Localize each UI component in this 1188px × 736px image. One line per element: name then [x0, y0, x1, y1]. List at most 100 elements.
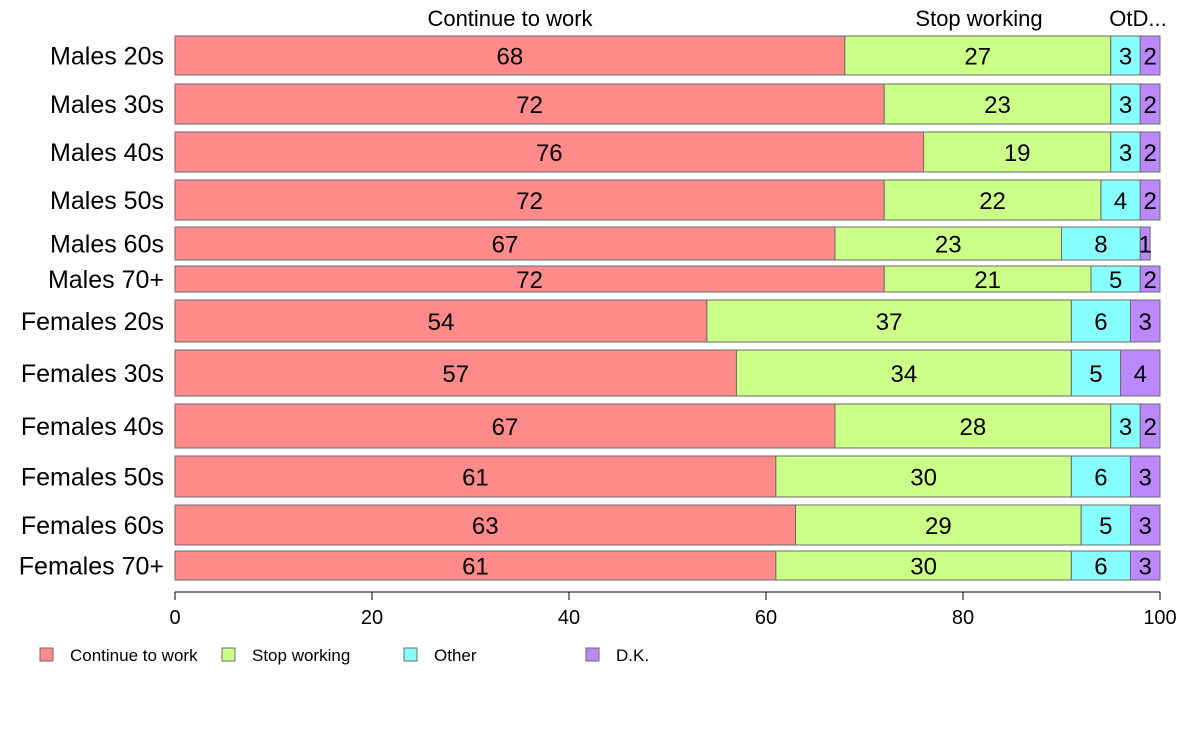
bar-continue-to-work-females-20s [174, 299, 708, 343]
bar-d-k-females-70 [1129, 550, 1161, 581]
category-label-males-30s: Males 30s [50, 91, 164, 119]
bar-d-k-males-50s [1139, 179, 1161, 221]
data-label-d-k-males-30s: 2 [1143, 92, 1156, 119]
bar-other-females-40s [1110, 403, 1141, 449]
data-label-stop-working-females-70: 30 [910, 554, 937, 581]
data-label-continue-to-work-females-20s: 54 [428, 309, 455, 336]
bar-other-females-30s [1070, 349, 1122, 397]
data-label-other-males-30s: 3 [1119, 92, 1132, 119]
column-header-stop: Stop working [915, 6, 1042, 31]
data-label-continue-to-work-males-70: 72 [516, 267, 543, 294]
x-tick-label-0: 0 [169, 607, 180, 629]
data-label-d-k-females-30s: 4 [1134, 361, 1147, 388]
data-label-stop-working-females-20s: 37 [876, 309, 903, 336]
data-label-d-k-males-40s: 2 [1143, 140, 1156, 167]
x-tick-label-20: 20 [361, 607, 383, 629]
bar-continue-to-work-males-40s [174, 131, 925, 173]
data-label-other-females-40s: 3 [1119, 414, 1132, 441]
data-label-stop-working-males-70: 21 [974, 267, 1001, 294]
legend-swatch-continue-to-work [39, 647, 54, 662]
legend-swatch-other [403, 647, 418, 662]
data-label-other-males-20s: 3 [1119, 44, 1132, 71]
bar-other-males-60s [1061, 226, 1141, 261]
bar-other-females-50s [1070, 455, 1131, 498]
bar-other-females-20s [1070, 299, 1131, 343]
bar-continue-to-work-males-70 [174, 265, 885, 293]
legend-label-stop-working: Stop working [252, 646, 350, 665]
data-label-other-males-60s: 8 [1094, 232, 1107, 259]
bar-d-k-males-30s [1139, 83, 1161, 125]
category-label-males-70: Males 70+ [48, 266, 164, 294]
bar-other-males-40s [1110, 131, 1141, 173]
data-label-continue-to-work-males-60s: 67 [492, 232, 519, 259]
category-label-females-20s: Females 20s [21, 308, 164, 336]
bar-d-k-females-30s [1120, 349, 1161, 397]
column-header-labels: Continue to work Stop working OtD... [427, 6, 1166, 31]
bar-other-males-30s [1110, 83, 1141, 125]
x-axis: 0 20 40 60 80 100 [169, 591, 1177, 629]
data-label-other-males-40s: 3 [1119, 140, 1132, 167]
bar-d-k-females-50s [1129, 455, 1161, 498]
bar-stop-working-males-50s [883, 179, 1102, 221]
category-label-males-20s: Males 20s [50, 43, 164, 71]
bar-other-males-20s [1110, 35, 1141, 76]
category-label-males-60s: Males 60s [50, 231, 164, 259]
data-label-stop-working-females-60s: 29 [925, 513, 952, 540]
bars-layer: 68 27 3 272 23 3 276 19 3 272 22 4 267 23 8 172 21 5 254 37… [174, 35, 1161, 581]
data-label-stop-working-females-30s: 34 [891, 361, 918, 388]
data-label-d-k-males-20s: 2 [1143, 44, 1156, 71]
data-label-d-k-males-70: 2 [1143, 267, 1156, 294]
data-label-d-k-males-50s: 2 [1143, 188, 1156, 215]
data-label-d-k-males-60s: 1 [1139, 232, 1152, 259]
bar-continue-to-work-females-40s [174, 403, 836, 449]
bar-other-females-70 [1070, 550, 1131, 581]
data-label-other-females-70: 6 [1094, 554, 1107, 581]
data-label-d-k-females-70: 3 [1139, 554, 1152, 581]
x-tick-label-100: 100 [1143, 607, 1176, 629]
bar-other-females-60s [1080, 504, 1131, 546]
bar-stop-working-males-40s [923, 131, 1112, 173]
bar-stop-working-males-70 [883, 265, 1092, 293]
bar-d-k-males-20s [1139, 35, 1161, 76]
category-label-females-30s: Females 30s [21, 360, 164, 388]
data-label-continue-to-work-females-30s: 57 [442, 361, 469, 388]
bar-continue-to-work-males-30s [174, 83, 885, 125]
bar-d-k-males-40s [1139, 131, 1161, 173]
bar-stop-working-females-20s [706, 299, 1072, 343]
data-label-d-k-females-20s: 3 [1139, 309, 1152, 336]
x-tick-label-60: 60 [755, 607, 777, 629]
data-label-continue-to-work-males-30s: 72 [516, 92, 543, 119]
bar-continue-to-work-females-70 [174, 550, 777, 581]
data-label-continue-to-work-males-20s: 68 [497, 44, 524, 71]
bar-stop-working-males-60s [834, 226, 1063, 261]
bar-d-k-males-60s [1139, 226, 1151, 261]
data-label-other-females-30s: 5 [1089, 361, 1102, 388]
bar-d-k-females-20s [1129, 299, 1161, 343]
bar-stop-working-females-50s [775, 455, 1072, 498]
bar-continue-to-work-females-30s [174, 349, 737, 397]
data-label-continue-to-work-females-40s: 67 [492, 414, 519, 441]
legend-label-continue-to-work: Continue to work [70, 646, 198, 665]
data-label-stop-working-males-20s: 27 [964, 44, 991, 71]
data-label-continue-to-work-males-50s: 72 [516, 188, 543, 215]
legend-label-other: Other [434, 646, 477, 665]
data-label-d-k-females-50s: 3 [1139, 465, 1152, 492]
column-header-continue: Continue to work [427, 6, 593, 31]
data-label-d-k-females-60s: 3 [1139, 513, 1152, 540]
data-label-stop-working-males-60s: 23 [935, 232, 962, 259]
category-label-females-50s: Females 50s [21, 464, 164, 492]
bar-d-k-males-70 [1139, 265, 1161, 293]
legend-swatch-d-k [585, 647, 600, 662]
bar-d-k-females-60s [1129, 504, 1161, 546]
data-label-other-females-20s: 6 [1094, 309, 1107, 336]
data-label-stop-working-males-30s: 23 [984, 92, 1011, 119]
bar-continue-to-work-males-50s [174, 179, 885, 221]
data-label-stop-working-females-50s: 30 [910, 465, 937, 492]
data-label-stop-working-females-40s: 28 [959, 414, 986, 441]
data-label-other-females-50s: 6 [1094, 465, 1107, 492]
category-label-females-60s: Females 60s [21, 512, 164, 540]
bar-stop-working-females-70 [775, 550, 1072, 581]
bar-stop-working-males-30s [883, 83, 1112, 125]
bar-other-males-70 [1090, 265, 1141, 293]
